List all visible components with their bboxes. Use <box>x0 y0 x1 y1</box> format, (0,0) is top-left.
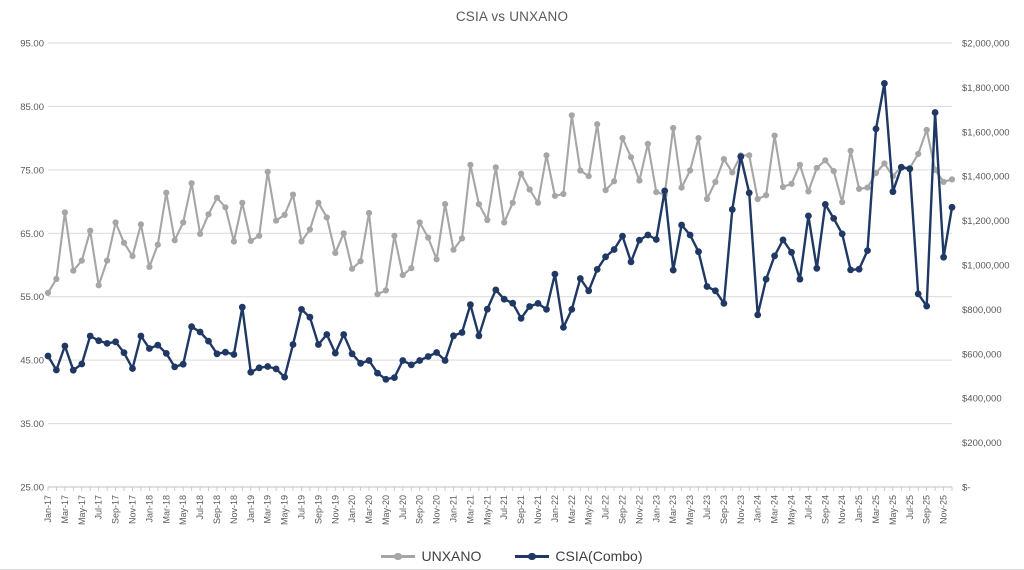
svg-text:$800,000: $800,000 <box>962 305 1002 316</box>
svg-text:Mar-17: Mar-17 <box>60 495 70 524</box>
svg-text:May-19: May-19 <box>280 495 290 525</box>
svg-text:Jul-20: Jul-20 <box>398 495 408 520</box>
svg-text:Sep-18: Sep-18 <box>212 495 222 524</box>
svg-text:Nov-25: Nov-25 <box>939 495 949 524</box>
series-csia-combo-[interactable] <box>44 80 956 383</box>
svg-text:Sep-20: Sep-20 <box>415 495 425 524</box>
legend-label-unxano: UNXANO <box>421 548 482 564</box>
svg-text:Nov-18: Nov-18 <box>229 495 239 524</box>
svg-text:$400,000: $400,000 <box>962 394 1002 405</box>
svg-text:$200,000: $200,000 <box>962 438 1002 449</box>
svg-text:55.00: 55.00 <box>20 292 44 303</box>
svg-text:Nov-17: Nov-17 <box>127 495 137 524</box>
csia-series-swatch-icon <box>515 552 550 560</box>
svg-text:Sep-25: Sep-25 <box>922 495 932 524</box>
svg-text:45.00: 45.00 <box>20 356 44 367</box>
svg-text:$2,000,000: $2,000,000 <box>962 39 1010 50</box>
svg-text:Jul-17: Jul-17 <box>94 495 104 520</box>
svg-text:Jul-23: Jul-23 <box>702 495 712 520</box>
svg-text:Jan-18: Jan-18 <box>144 495 154 523</box>
chart-title[interactable]: CSIA vs UNXANO <box>455 9 569 24</box>
left-axis-tick-labels: 25.00 35.00 45.00 55.00 65.00 75.00 85.00 95.00 <box>20 39 44 494</box>
svg-text:Jan-21: Jan-21 <box>449 495 459 523</box>
svg-text:Mar-20: Mar-20 <box>364 495 374 524</box>
svg-text:May-25: May-25 <box>888 495 898 525</box>
svg-text:Sep-19: Sep-19 <box>313 495 323 524</box>
svg-text:Jan-25: Jan-25 <box>854 495 864 523</box>
svg-text:75.00: 75.00 <box>20 165 44 176</box>
svg-text:35.00: 35.00 <box>20 419 44 430</box>
svg-text:Mar-18: Mar-18 <box>161 495 171 524</box>
svg-text:$600,000: $600,000 <box>962 349 1002 360</box>
svg-text:Nov-22: Nov-22 <box>634 495 644 524</box>
svg-text:Nov-23: Nov-23 <box>736 495 746 524</box>
svg-text:Mar-25: Mar-25 <box>871 495 881 524</box>
right-axis-tick-labels: $- $200,000 $400,000 $600,000 $800,000 $1,000… <box>962 39 1010 494</box>
svg-text:Nov-24: Nov-24 <box>837 495 847 524</box>
series-unxano[interactable] <box>44 112 956 298</box>
svg-text:Sep-21: Sep-21 <box>516 495 526 524</box>
svg-text:May-18: May-18 <box>178 495 188 525</box>
svg-text:Sep-17: Sep-17 <box>111 495 121 524</box>
svg-text:May-20: May-20 <box>381 495 391 525</box>
svg-text:65.00: 65.00 <box>20 229 44 240</box>
svg-text:25.00: 25.00 <box>20 483 44 494</box>
svg-text:Sep-23: Sep-23 <box>719 495 729 524</box>
svg-text:Mar-22: Mar-22 <box>567 495 577 524</box>
svg-text:May-17: May-17 <box>77 495 87 525</box>
legend-item-csia[interactable]: CSIA(Combo) <box>515 548 643 564</box>
svg-text:Jan-24: Jan-24 <box>753 495 763 523</box>
svg-text:Jul-25: Jul-25 <box>905 495 915 520</box>
svg-text:$1,400,000: $1,400,000 <box>962 172 1010 183</box>
unxano-series-swatch-icon <box>381 552 416 560</box>
svg-text:Nov-19: Nov-19 <box>330 495 340 524</box>
svg-text:Jan-17: Jan-17 <box>43 495 53 523</box>
svg-text:Jan-23: Jan-23 <box>651 495 661 523</box>
svg-text:May-24: May-24 <box>786 495 796 525</box>
x-axis-tick-labels: Jan-17 Mar-17 May-17 Jul-17 Sep-17 Nov-17 Jan-… <box>43 495 949 525</box>
svg-text:$1,600,000: $1,600,000 <box>962 127 1010 138</box>
svg-text:Mar-23: Mar-23 <box>668 495 678 524</box>
svg-text:Sep-22: Sep-22 <box>618 495 628 524</box>
svg-text:$1,000,000: $1,000,000 <box>962 261 1010 272</box>
svg-text:$1,800,000: $1,800,000 <box>962 83 1010 94</box>
svg-text:May-21: May-21 <box>482 495 492 525</box>
x-axis-ticks <box>47 487 953 491</box>
svg-text:Jan-22: Jan-22 <box>550 495 560 523</box>
svg-text:Jan-19: Jan-19 <box>246 495 256 523</box>
svg-text:Jul-24: Jul-24 <box>803 495 813 520</box>
legend-label-csia: CSIA(Combo) <box>555 548 643 564</box>
svg-text:Nov-20: Nov-20 <box>432 495 442 524</box>
svg-text:Jul-21: Jul-21 <box>499 495 509 520</box>
svg-text:Mar-19: Mar-19 <box>263 495 273 524</box>
svg-text:Jul-18: Jul-18 <box>195 495 205 520</box>
svg-text:$1,200,000: $1,200,000 <box>962 216 1010 227</box>
svg-text:Jan-20: Jan-20 <box>347 495 357 523</box>
svg-text:Sep-24: Sep-24 <box>820 495 830 524</box>
svg-text:May-22: May-22 <box>584 495 594 525</box>
gridlines <box>48 42 952 488</box>
svg-text:$-: $- <box>962 483 970 494</box>
svg-text:Jul-19: Jul-19 <box>296 495 306 520</box>
svg-text:Mar-24: Mar-24 <box>770 495 780 524</box>
svg-text:Nov-21: Nov-21 <box>533 495 543 524</box>
chart-legend: UNXANO CSIA(Combo) <box>0 548 1024 564</box>
svg-text:May-23: May-23 <box>685 495 695 525</box>
svg-text:95.00: 95.00 <box>20 39 44 50</box>
svg-text:85.00: 85.00 <box>20 102 44 113</box>
legend-item-unxano[interactable]: UNXANO <box>381 548 481 564</box>
svg-text:Jul-22: Jul-22 <box>601 495 611 520</box>
svg-text:Mar-21: Mar-21 <box>465 495 475 524</box>
